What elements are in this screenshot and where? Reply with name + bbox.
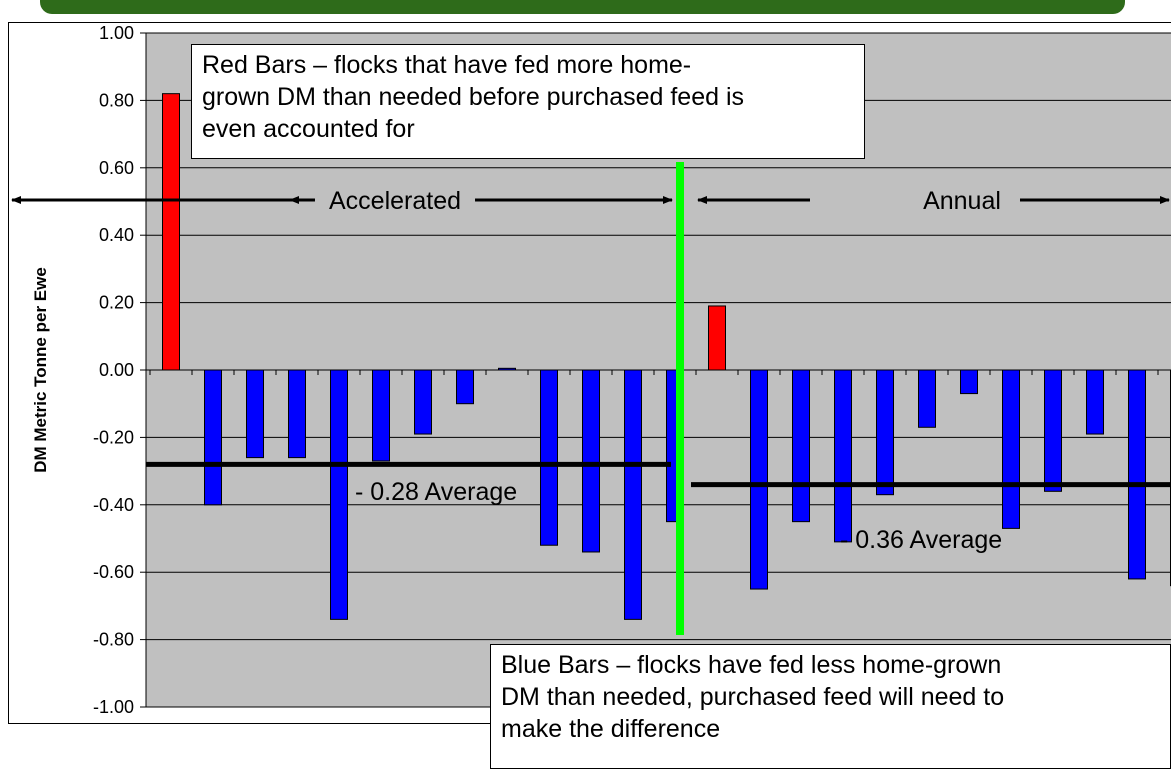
y-tick-label: -1.00 (93, 697, 134, 717)
bar (1045, 370, 1062, 491)
bar (415, 370, 432, 434)
bar (793, 370, 810, 522)
average-label-annual: - 0.36 Average (840, 526, 1002, 554)
bar (877, 370, 894, 495)
blue-note-line-1: Blue Bars – flocks have fed less home-gr… (501, 649, 1160, 681)
blue-note-line-2: DM than needed, purchased feed will need… (501, 681, 1160, 713)
blue-bars-note: Blue Bars – flocks have fed less home-gr… (490, 644, 1171, 769)
bar (751, 370, 768, 589)
y-tick-label: -0.40 (93, 495, 134, 515)
bar (247, 370, 264, 458)
bar (1087, 370, 1104, 434)
y-tick-label: 1.00 (99, 23, 134, 43)
bar (625, 370, 642, 619)
y-tick-label: 0.40 (99, 225, 134, 245)
y-tick-label: 0.20 (99, 293, 134, 313)
y-tick-label: 0.00 (99, 360, 134, 380)
y-tick-label: -0.80 (93, 630, 134, 650)
red-note-line-2: grown DM than needed before purchased fe… (202, 81, 854, 113)
bar (289, 370, 306, 458)
red-note-line-1: Red Bars – flocks that have fed more hom… (202, 49, 854, 81)
group-label-accelerated: Accelerated (329, 187, 461, 215)
blue-note-line-3: make the difference (501, 713, 1160, 745)
bar (1003, 370, 1020, 528)
y-tick-label: -0.60 (93, 562, 134, 582)
bar (709, 306, 726, 370)
y-tick-label: 0.60 (99, 158, 134, 178)
bar (373, 370, 390, 461)
average-label-accelerated: - 0.28 Average (355, 478, 517, 506)
bar (961, 370, 978, 394)
y-tick-labels: 1.00 0.80 0.60 0.40 0.20 0.00 -0.20 -0.40 -0.60 -… (93, 23, 134, 717)
y-axis-label: DM Metric Tonne per Ewe (31, 267, 50, 473)
y-tick-label: 0.80 (99, 90, 134, 110)
bar (163, 94, 180, 370)
bar (541, 370, 558, 545)
bar (835, 370, 852, 542)
red-note-line-3: even accounted for (202, 113, 854, 145)
group-divider-line (676, 162, 684, 635)
red-bars-note: Red Bars – flocks that have fed more hom… (191, 44, 865, 159)
bar (1129, 370, 1146, 579)
group-label-annual: Annual (923, 187, 1001, 215)
bar (583, 370, 600, 552)
bar (331, 370, 348, 619)
bar (205, 370, 222, 505)
bar (919, 370, 936, 427)
y-tick-label: -0.20 (93, 427, 134, 447)
bar (457, 370, 474, 404)
